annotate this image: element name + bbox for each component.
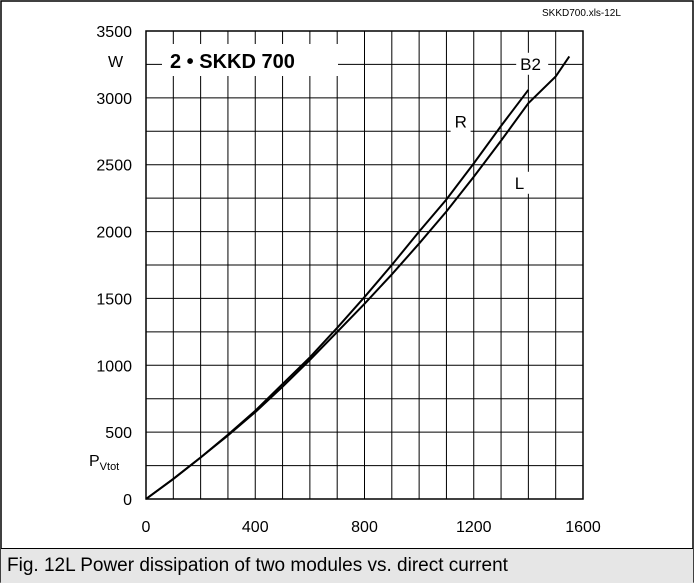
annotation-layer: B2 R L — [450, 52, 549, 194]
title-box — [162, 44, 338, 76]
series-line-l — [145, 55, 571, 500]
y-tick-label: 0 — [123, 492, 132, 509]
series-layer — [145, 55, 571, 500]
chart-title: 2 • SKKD 700 — [170, 51, 295, 73]
y-tick-label: 1500 — [96, 291, 132, 308]
x-tick-label: 1600 — [565, 519, 601, 536]
y-unit-label: W — [108, 54, 124, 71]
plot-frame — [145, 30, 584, 500]
y-axis-label: PVtot — [89, 453, 119, 473]
annotation-r: R — [455, 112, 467, 131]
annotation-box — [510, 171, 531, 194]
annotation-box — [450, 110, 471, 133]
figure-caption: Fig. 12L Power dissipation of two module… — [7, 555, 508, 576]
x-tick-label: 1200 — [456, 519, 492, 536]
y-tick-label: 1000 — [96, 358, 132, 375]
caption-bar: Fig. 12L Power dissipation of two module… — [1, 548, 693, 583]
x-tick-label: 400 — [242, 519, 269, 536]
y-tick-label: 2000 — [96, 225, 132, 242]
y-tick-label: 500 — [105, 425, 132, 442]
annotation-box — [516, 52, 549, 75]
grid — [146, 31, 583, 499]
annotation-l: L — [515, 174, 524, 193]
y-tick-label: 3000 — [96, 91, 132, 108]
source-tag: SKKD700.xls-12L — [542, 8, 621, 19]
y-tick-label: 3500 — [96, 24, 132, 41]
y-tick-label: 2500 — [96, 158, 132, 175]
y-tick-labels: 0 500 1000 1500 2000 2500 3000 3500 — [96, 24, 132, 509]
x-tick-label: 0 — [142, 519, 151, 536]
x-tick-labels: 0 400 800 1200 1600 — [142, 519, 601, 536]
annotation-b2: B2 — [520, 55, 541, 74]
y-label-box — [86, 447, 138, 473]
x-tick-label: 800 — [351, 519, 378, 536]
